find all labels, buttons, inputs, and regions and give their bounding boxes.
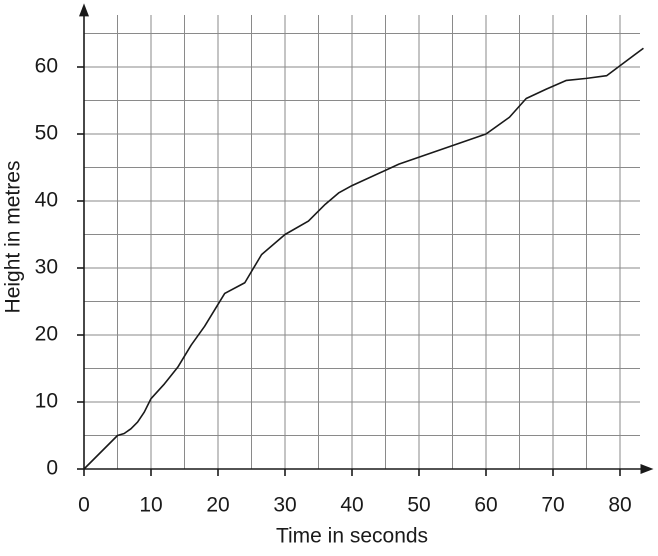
y-tick-label: 0 <box>46 457 58 480</box>
y-tick-label: 10 <box>35 390 58 413</box>
y-axis-label: Height in metres <box>2 161 25 314</box>
x-tick-label: 20 <box>206 494 229 517</box>
y-tick-label: 50 <box>35 122 58 145</box>
x-tick-label: 40 <box>340 494 363 517</box>
x-tick-label: 30 <box>273 494 296 517</box>
x-tick-label: 60 <box>474 494 497 517</box>
x-axis-arrow <box>640 464 654 474</box>
x-tick-label: 80 <box>608 494 631 517</box>
x-tick-label: 50 <box>407 494 430 517</box>
data-line <box>83 47 644 470</box>
x-tick-label: 0 <box>78 494 90 517</box>
x-tick-label: 10 <box>139 494 162 517</box>
x-axis-label: Time in seconds <box>276 525 428 548</box>
x-tick-label: 70 <box>541 494 564 517</box>
y-tick-label: 20 <box>35 323 58 346</box>
y-tick-label: 40 <box>35 189 58 212</box>
y-tick-label: 30 <box>35 256 58 279</box>
y-tick-label: 60 <box>35 55 58 78</box>
y-axis-arrow <box>79 3 89 17</box>
